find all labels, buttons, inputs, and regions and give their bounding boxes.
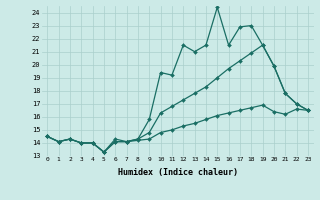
X-axis label: Humidex (Indice chaleur): Humidex (Indice chaleur) [118,168,237,177]
